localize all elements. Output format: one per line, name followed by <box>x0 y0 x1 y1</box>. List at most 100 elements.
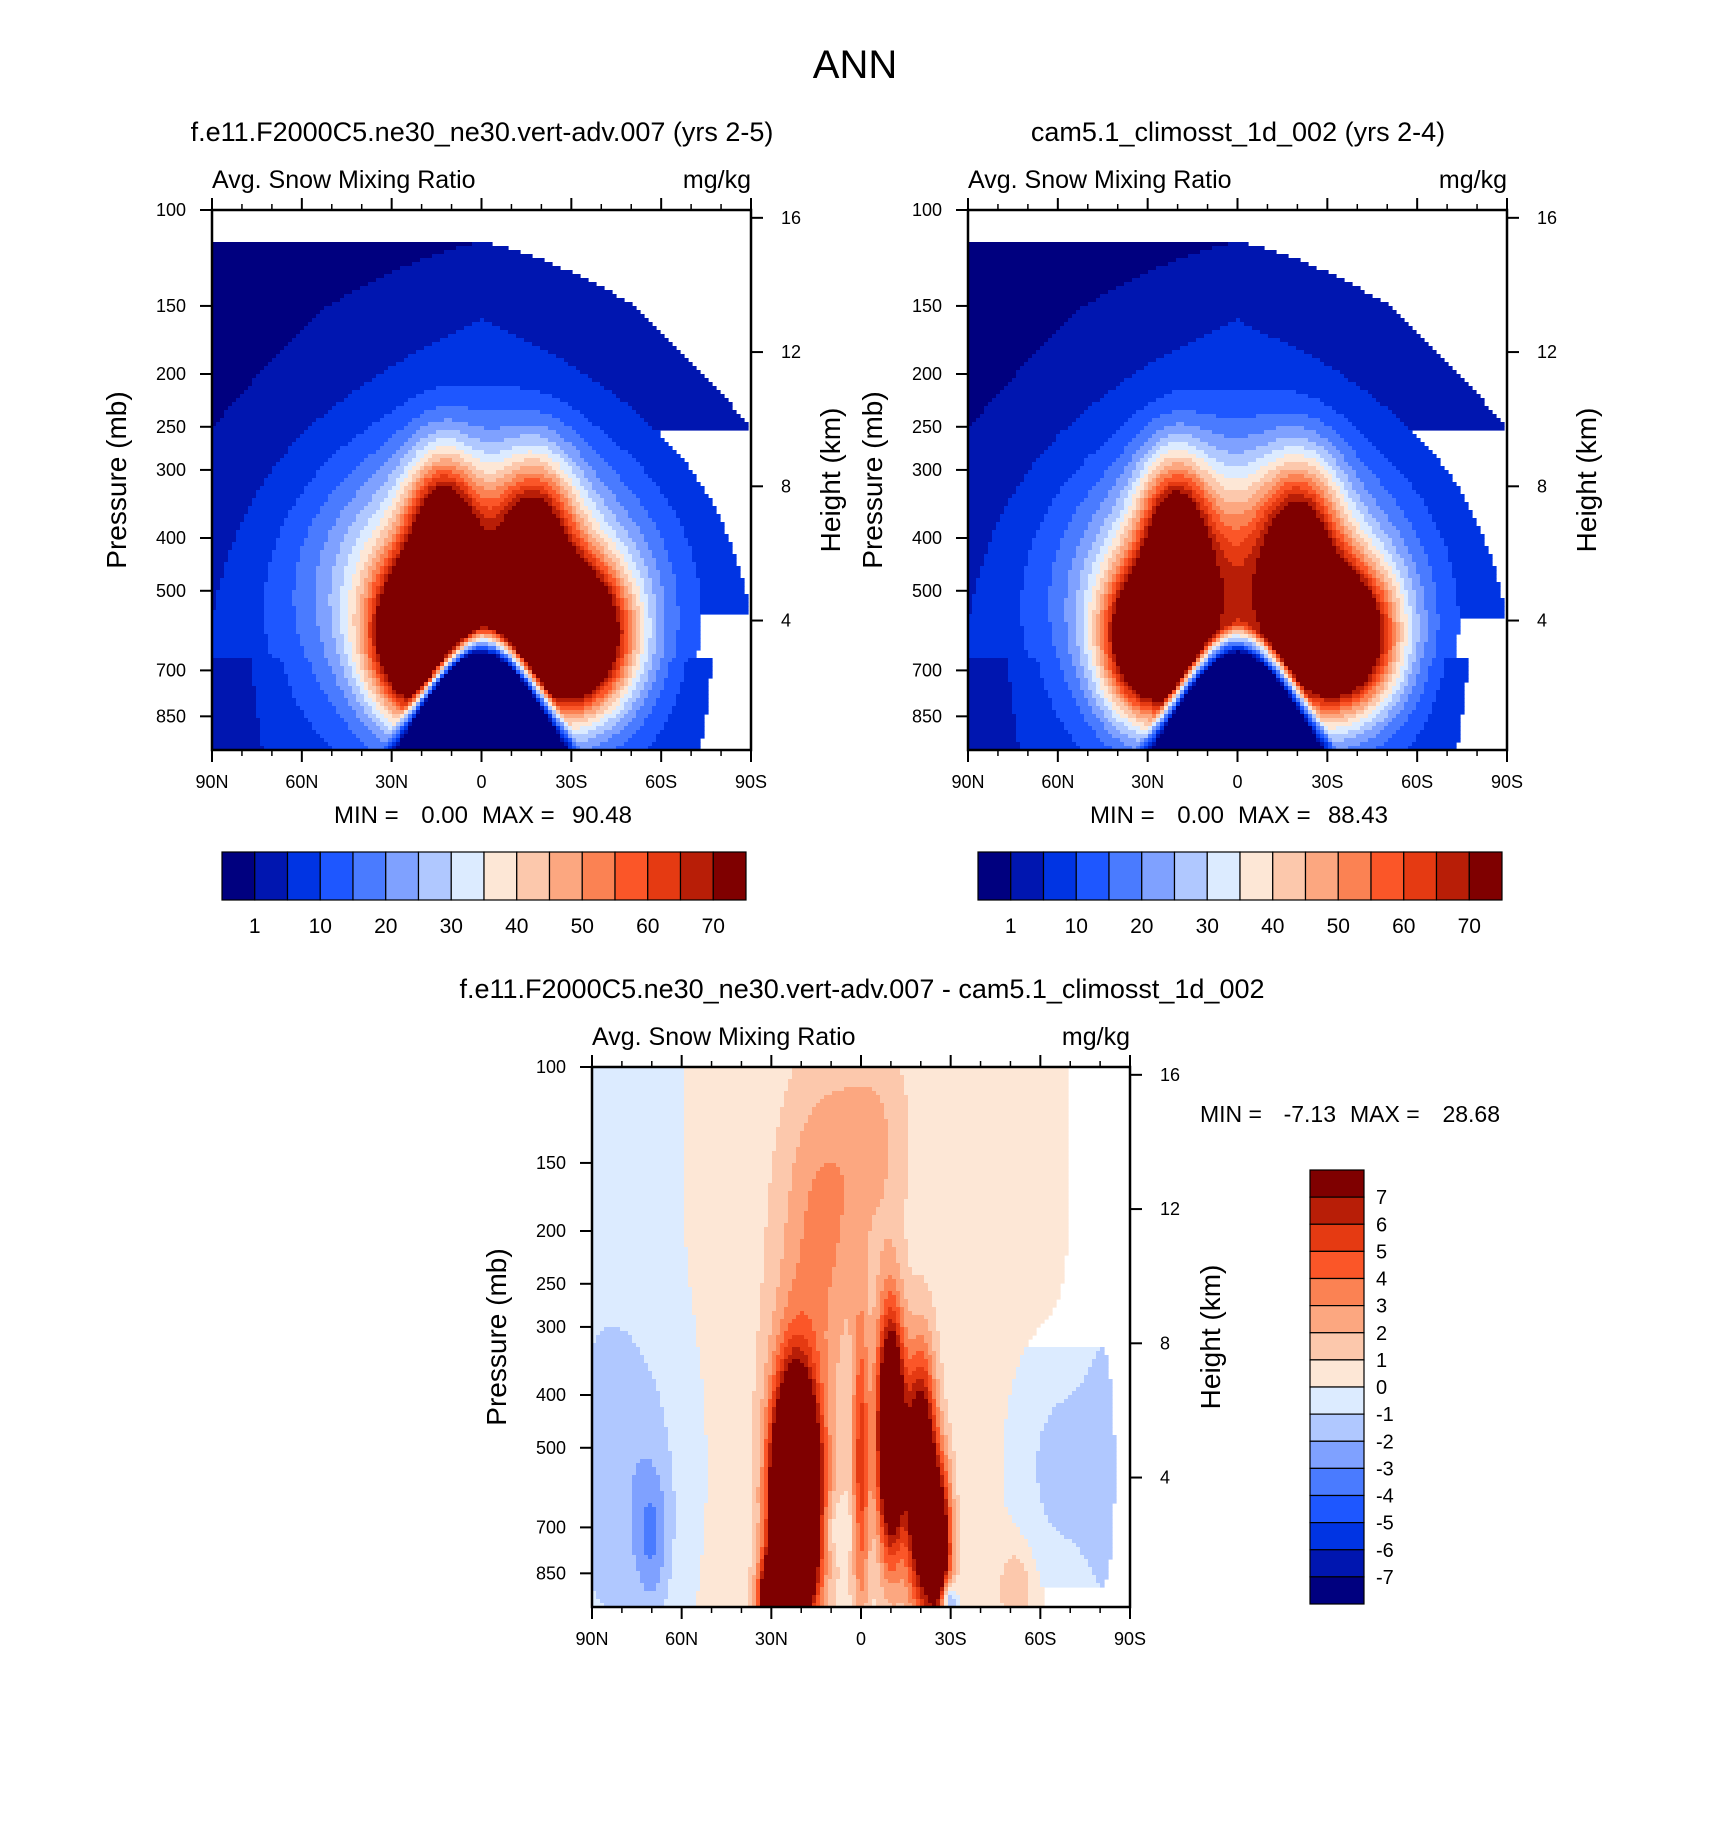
contour-cell <box>1044 686 1069 691</box>
contour-cell <box>1392 614 1397 619</box>
contour-cell <box>592 554 597 559</box>
contour-cell <box>1052 582 1069 587</box>
contour-cell <box>212 470 273 475</box>
contour-cell <box>596 518 605 523</box>
contour-cell <box>332 622 341 627</box>
contour-cell <box>352 438 389 443</box>
contour-cell <box>1428 506 1469 511</box>
contour-cell <box>376 646 453 651</box>
contour-cell <box>272 358 405 363</box>
contour-cell <box>496 638 501 643</box>
contour-cell <box>1164 354 1313 359</box>
contour-cell <box>380 694 385 699</box>
contour-cell <box>1076 630 1085 635</box>
contour-cell <box>1152 706 1161 711</box>
contour-cell <box>548 694 553 699</box>
contour-cell <box>432 678 437 683</box>
contour-cell <box>508 650 513 655</box>
contour-cell <box>464 646 469 651</box>
contour-cell <box>320 734 357 739</box>
contour-cell <box>1092 570 1101 575</box>
contour-cell <box>376 598 381 603</box>
contour-cell <box>1384 674 1389 679</box>
contour-cell <box>640 690 649 695</box>
contour-cell <box>1024 474 1073 479</box>
contour-cell <box>1048 618 1065 623</box>
contour-cell <box>584 554 593 559</box>
contour-cell <box>376 566 381 571</box>
contour-cell <box>1432 518 1477 523</box>
contour-cell <box>1188 482 1197 487</box>
contour-cell <box>1460 606 1505 611</box>
contour-cell <box>300 642 325 647</box>
contour-cell <box>1108 658 1113 663</box>
contour-cell <box>1440 678 1469 683</box>
contour-cell <box>1044 450 1097 455</box>
contour-cell <box>1144 522 1149 527</box>
contour-cell <box>508 638 621 643</box>
contour-cell <box>1108 638 1113 643</box>
contour-cell <box>360 702 369 707</box>
contour-cell <box>1100 610 1105 615</box>
contour-cell <box>1108 686 1113 691</box>
contour-cell <box>632 666 641 671</box>
contour-cell <box>332 586 341 591</box>
contour-cell <box>600 578 605 583</box>
contour-cell <box>1148 458 1157 463</box>
contour-cell <box>1052 334 1205 339</box>
contour-cell <box>420 506 473 511</box>
contour-cell <box>388 438 409 443</box>
contour-cell <box>580 478 589 483</box>
contour-cell <box>1144 526 1149 531</box>
contour-cell <box>616 650 621 655</box>
contour-cell <box>1336 542 1345 547</box>
contour-cell <box>408 506 413 511</box>
contour-cell <box>1024 362 1149 367</box>
contour-cell <box>620 446 673 451</box>
contour-cell <box>636 622 641 627</box>
contour-cell <box>672 566 697 571</box>
contour-cell <box>1252 506 1261 511</box>
contour-cell <box>1104 618 1109 623</box>
contour-cell <box>592 510 601 515</box>
contour-cell <box>1216 446 1257 451</box>
contour-cell <box>580 450 597 455</box>
contour-cell <box>1392 698 1401 703</box>
contour-cell <box>368 670 373 675</box>
colorbar-box <box>254 851 289 901</box>
contour-cell <box>1412 482 1457 487</box>
contour-cell <box>1384 486 1413 491</box>
contour-cell <box>1052 622 1069 627</box>
contour-cell <box>1192 494 1201 499</box>
contour-cell <box>1272 662 1277 667</box>
contour-cell <box>576 462 589 467</box>
contour-cell <box>388 678 429 683</box>
contour-cell <box>648 510 677 515</box>
contour-cell <box>324 650 337 655</box>
contour-cell <box>1128 574 1221 579</box>
contour-cell <box>360 622 365 627</box>
contour-cell <box>364 562 373 567</box>
contour-cell <box>620 642 625 647</box>
contour-cell <box>392 510 401 515</box>
contour-cell <box>1400 598 1405 603</box>
contour-cell <box>552 502 561 507</box>
contour-cell <box>276 462 325 467</box>
contour-cell <box>504 506 513 511</box>
contour-cell <box>1196 670 1201 675</box>
contour-cell <box>472 630 477 635</box>
contour-cell <box>372 618 377 623</box>
contour-cell <box>604 694 609 699</box>
contour-cell <box>212 294 345 299</box>
contour-cell <box>592 566 597 571</box>
colorbar-label: 50 <box>571 915 594 938</box>
contour-cell <box>352 582 361 587</box>
contour-cell <box>348 654 353 659</box>
contour-cell <box>1376 498 1397 503</box>
contour-cell <box>360 554 369 559</box>
contour-cell <box>596 562 605 567</box>
contour-cell <box>440 674 445 679</box>
contour-cell <box>612 710 621 715</box>
contour-cell <box>1124 690 1133 695</box>
contour-cell <box>640 610 645 615</box>
